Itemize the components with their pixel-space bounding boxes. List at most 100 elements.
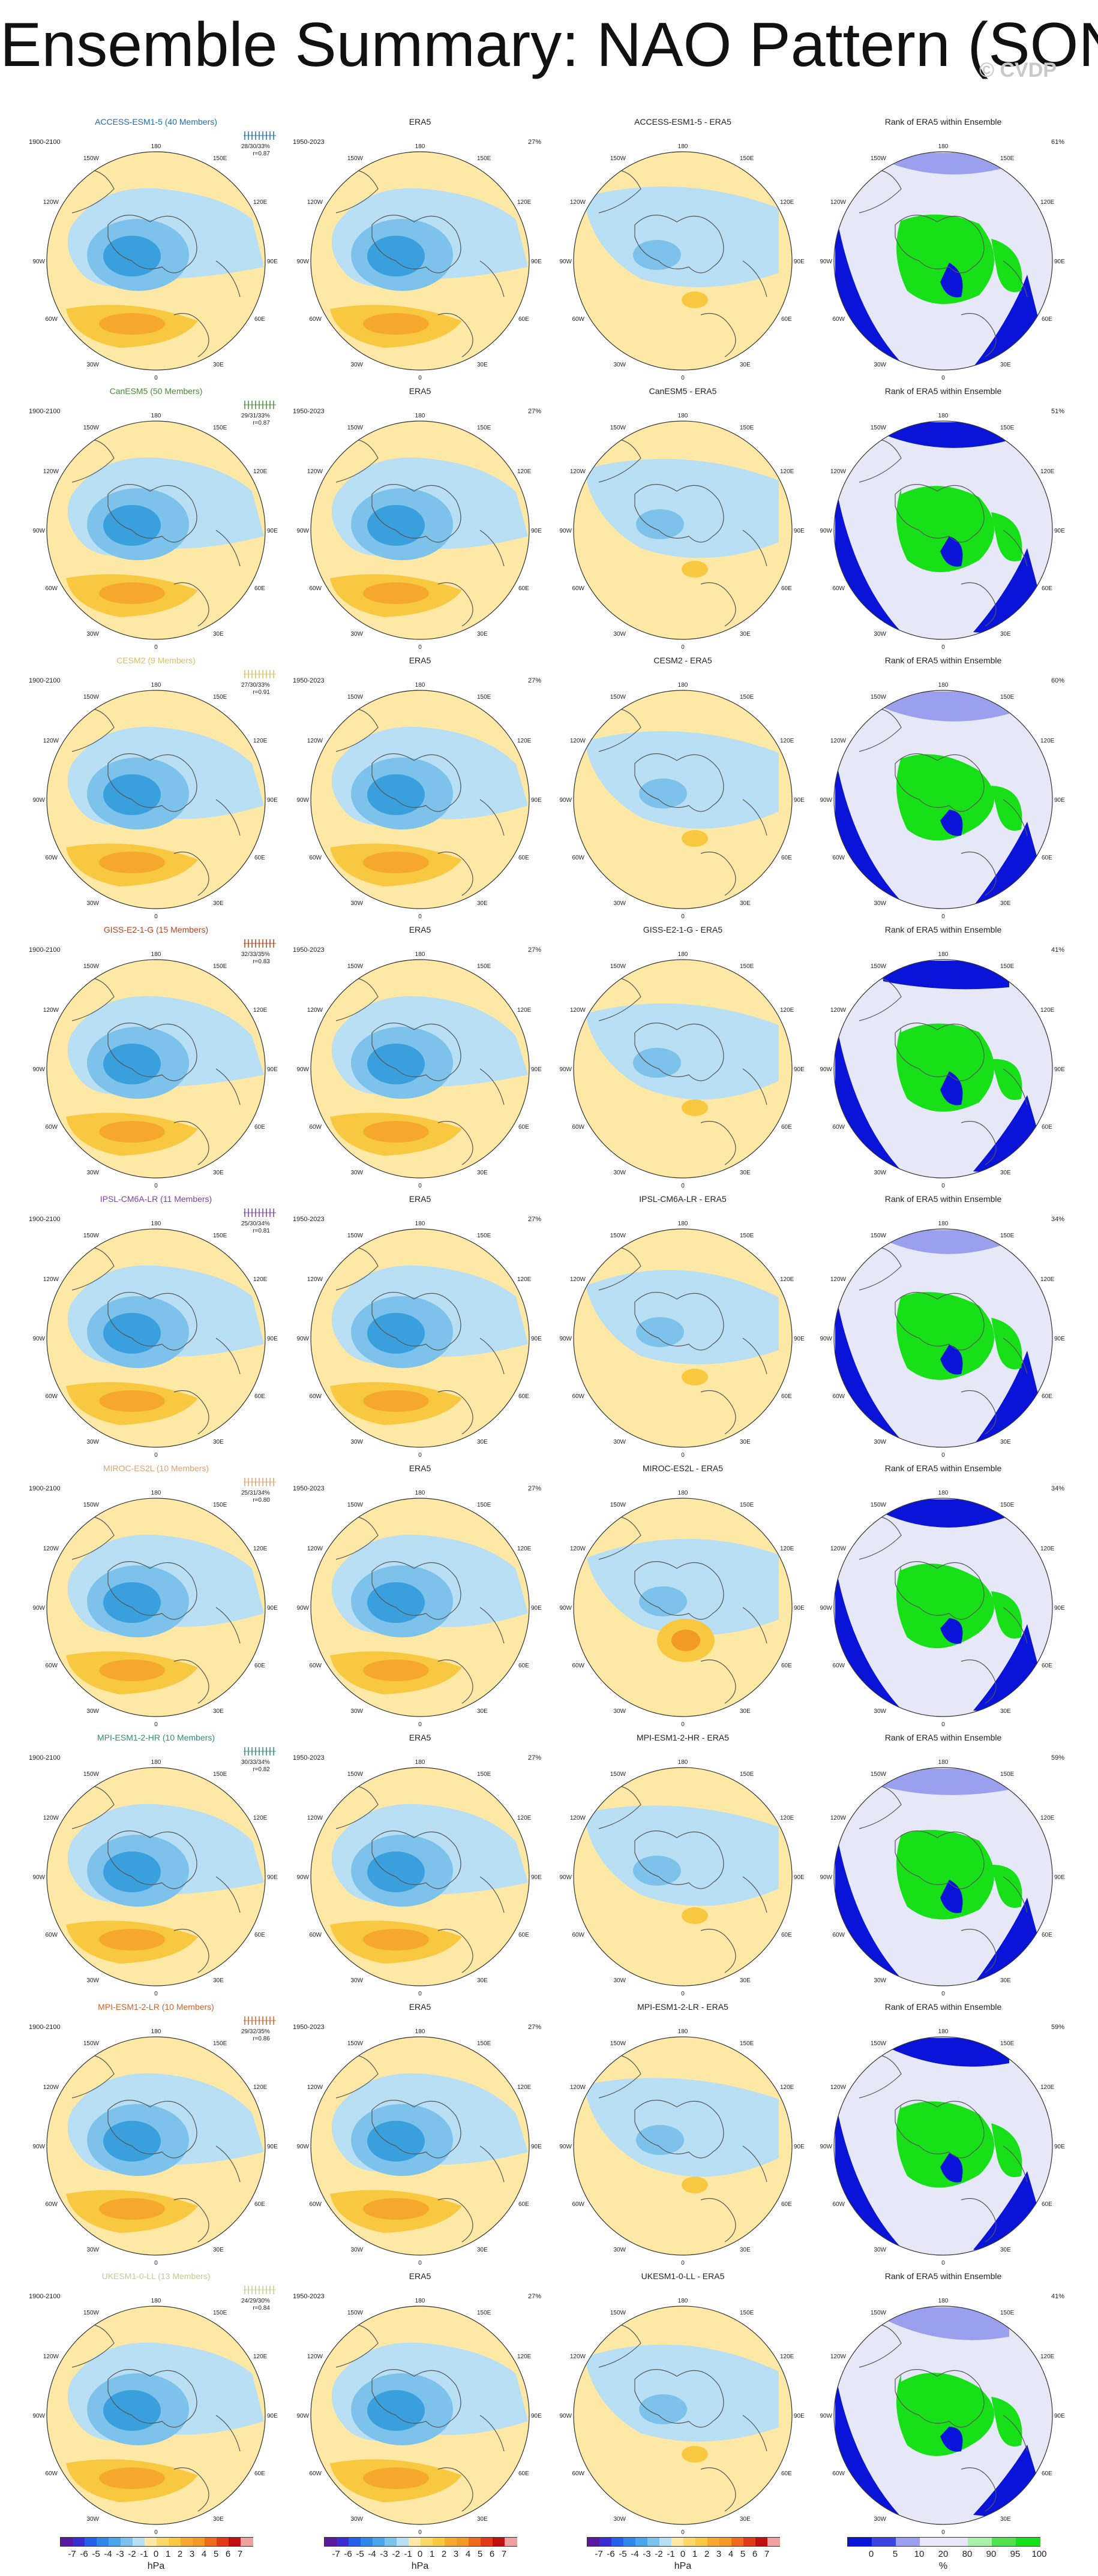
longitude-label: 180 bbox=[151, 1759, 161, 1766]
map-boundary bbox=[573, 959, 793, 1179]
longitude-label: 180 bbox=[678, 951, 688, 958]
map-panel: ERA5 180 0 150W 150E 120W 120E 90W 90E 60W 60E 30W 3… bbox=[288, 1463, 552, 1733]
colorbar-swatch bbox=[337, 2538, 349, 2546]
longitude-label: 60E bbox=[518, 316, 529, 323]
longitude-label: 0 bbox=[418, 1452, 422, 1459]
longitude-label: 120E bbox=[1040, 2084, 1055, 2091]
era5-period: 1950-2023 bbox=[293, 1485, 325, 1492]
longitude-label: 30E bbox=[213, 1170, 224, 1176]
longitude-label: 60W bbox=[309, 585, 322, 592]
longitude-label: 150E bbox=[477, 425, 491, 431]
longitude-label: 120W bbox=[307, 1546, 323, 1552]
longitude-label: 120W bbox=[570, 468, 586, 475]
longitude-label: 120W bbox=[570, 1546, 586, 1552]
variance-stats: 28/30/33% bbox=[241, 143, 270, 150]
panel-title: ERA5 bbox=[409, 1733, 431, 1742]
longitude-label: 150E bbox=[740, 2310, 754, 2316]
map-boundary bbox=[310, 2036, 530, 2256]
longitude-label: 120E bbox=[253, 738, 268, 744]
era5-variance: 27% bbox=[528, 1216, 542, 1223]
colorbar bbox=[60, 2537, 253, 2547]
longitude-label: 180 bbox=[415, 2028, 425, 2035]
map-panel: ERA5 180 0 150W 150E 120W 120E 90W 90E 60W 60E 30W 3… bbox=[288, 117, 552, 387]
map-field bbox=[574, 152, 792, 370]
colorbar-swatch bbox=[599, 2538, 612, 2546]
colorbar-tick-label: -1 bbox=[140, 2549, 148, 2559]
longitude-label: 150E bbox=[1000, 1502, 1015, 1508]
longitude-label: 90W bbox=[559, 1605, 572, 1612]
longitude-label: 90E bbox=[531, 2413, 542, 2419]
colorbar-tick-label: -1 bbox=[667, 2549, 675, 2559]
colorbar-tick-label: -5 bbox=[92, 2549, 100, 2559]
colorbar-tick-label: -2 bbox=[392, 2549, 400, 2559]
longitude-label: 90W bbox=[32, 797, 45, 804]
longitude-label: 150W bbox=[83, 1233, 100, 1239]
longitude-label: 30E bbox=[740, 1439, 751, 1445]
longitude-label: 30E bbox=[740, 2247, 751, 2253]
longitude-label: 60W bbox=[45, 316, 58, 323]
longitude-label: 30W bbox=[874, 2516, 886, 2523]
colorbar-tick-label: -3 bbox=[116, 2549, 124, 2559]
longitude-label: 90E bbox=[1054, 1874, 1065, 1881]
longitude-label: 180 bbox=[415, 2298, 425, 2304]
longitude-label: 150E bbox=[740, 1502, 754, 1508]
longitude-label: 0 bbox=[418, 1183, 422, 1189]
rank-percent: 61% bbox=[1051, 139, 1065, 146]
colorbar-swatch bbox=[469, 2538, 481, 2546]
rank-map: 180 0 150W 150E 120W 120E 90W 90E 60W 60E 30W 30E bbox=[820, 143, 1065, 381]
longitude-label: 30W bbox=[350, 1170, 363, 1176]
longitude-label: 90W bbox=[32, 528, 45, 534]
longitude-label: 120E bbox=[780, 2084, 794, 2091]
model-stats: 29/31/33% r=0.87 bbox=[241, 413, 270, 427]
slp-map: 180 0 150W 150E 120W 120E 90W 90E 60W 60E 30W 30E bbox=[559, 413, 805, 651]
longitude-label: 0 bbox=[681, 913, 685, 920]
era5-period: 1950-2023 bbox=[293, 946, 325, 954]
colorbar-swatch bbox=[433, 2538, 445, 2546]
longitude-label: 90W bbox=[820, 2144, 832, 2150]
map-panel: MPI-ESM1-2-LR - ERA5 180 0 150W 150E 120W 120E… bbox=[551, 2002, 815, 2272]
colorbar-tick-label: 0 bbox=[153, 2549, 159, 2559]
longitude-label: 0 bbox=[418, 1721, 422, 1728]
longitude-label: 120W bbox=[830, 468, 847, 475]
colorbar-swatch bbox=[848, 2538, 872, 2546]
map-boundary bbox=[833, 151, 1053, 371]
longitude-label: 30W bbox=[86, 1708, 99, 1715]
era5-period: 1950-2023 bbox=[293, 139, 325, 146]
slp-map: 180 0 150W 150E 120W 120E 90W 90E 60W 60E 30W 30E bbox=[296, 413, 542, 651]
longitude-label: 120E bbox=[1040, 1276, 1055, 1283]
longitude-label: 60E bbox=[781, 585, 792, 592]
longitude-label: 90E bbox=[267, 1336, 278, 1342]
longitude-label: 30W bbox=[86, 2247, 99, 2253]
coastline-outline bbox=[859, 977, 1028, 1165]
colorbar-tick-label: 6 bbox=[752, 2549, 758, 2559]
panel-title: Rank of ERA5 within Ensemble bbox=[884, 386, 1002, 396]
longitude-label: 120E bbox=[1040, 738, 1055, 744]
longitude-label: 150E bbox=[740, 155, 754, 162]
panel-title: GISS-E2-1-G - ERA5 bbox=[643, 925, 723, 934]
longitude-label: 60W bbox=[572, 1663, 584, 1669]
longitude-label: 60E bbox=[254, 2201, 265, 2208]
longitude-label: 150W bbox=[610, 2310, 626, 2316]
slp-map: 180 0 150W 150E 120W 120E 90W 90E 60W 60E 30W 30E bbox=[296, 143, 542, 381]
slp-map: 180 0 150W 150E 120W 120E 90W 90E 60W 60E 30W 30E bbox=[32, 682, 278, 920]
longitude-label: 60W bbox=[832, 1932, 845, 1938]
longitude-label: 0 bbox=[154, 375, 158, 381]
coastline-outline bbox=[859, 1246, 1028, 1435]
rank-map: 180 0 150W 150E 120W 120E 90W 90E 60W 60E 30W 30E bbox=[820, 1490, 1065, 1728]
colorbar-tick-label: 1 bbox=[165, 2549, 171, 2559]
era5-variance: 27% bbox=[528, 677, 542, 684]
colorbar-tick-label: 3 bbox=[716, 2549, 722, 2559]
rank-percent: 41% bbox=[1051, 946, 1065, 954]
rank-percent: 59% bbox=[1051, 2024, 1065, 2031]
longitude-label: 60E bbox=[1042, 1663, 1052, 1669]
longitude-label: 180 bbox=[151, 682, 161, 689]
panel-title: ACCESS-ESM1-5 (40 Members) bbox=[95, 117, 217, 127]
longitude-label: 30W bbox=[350, 1439, 363, 1445]
longitude-label: 30E bbox=[740, 900, 751, 907]
longitude-label: 30E bbox=[213, 362, 224, 368]
longitude-label: 60W bbox=[309, 316, 322, 323]
pattern-correlation: r=0.84 bbox=[253, 2305, 270, 2312]
longitude-label: 60E bbox=[1042, 1393, 1052, 1400]
longitude-label: 60E bbox=[781, 1663, 792, 1669]
coastline-outline bbox=[598, 1516, 767, 1704]
